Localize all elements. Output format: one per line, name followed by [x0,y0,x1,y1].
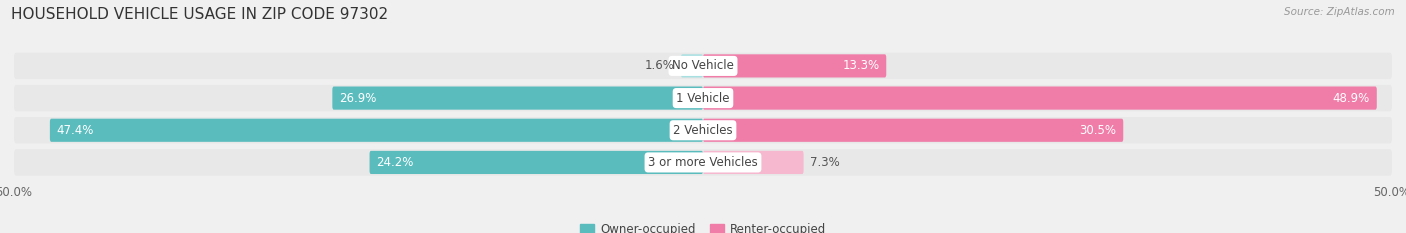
Text: 2 Vehicles: 2 Vehicles [673,124,733,137]
FancyBboxPatch shape [681,54,703,78]
FancyBboxPatch shape [14,53,1392,79]
FancyBboxPatch shape [14,117,1392,144]
FancyBboxPatch shape [49,119,703,142]
Legend: Owner-occupied, Renter-occupied: Owner-occupied, Renter-occupied [575,218,831,233]
Text: Source: ZipAtlas.com: Source: ZipAtlas.com [1284,7,1395,17]
Text: 13.3%: 13.3% [842,59,879,72]
Text: HOUSEHOLD VEHICLE USAGE IN ZIP CODE 97302: HOUSEHOLD VEHICLE USAGE IN ZIP CODE 9730… [11,7,388,22]
FancyBboxPatch shape [370,151,703,174]
FancyBboxPatch shape [14,149,1392,176]
FancyBboxPatch shape [14,85,1392,111]
Text: 30.5%: 30.5% [1080,124,1116,137]
Text: 24.2%: 24.2% [377,156,413,169]
Text: 1.6%: 1.6% [644,59,673,72]
FancyBboxPatch shape [703,54,886,78]
Text: 3 or more Vehicles: 3 or more Vehicles [648,156,758,169]
Text: No Vehicle: No Vehicle [672,59,734,72]
Text: 1 Vehicle: 1 Vehicle [676,92,730,105]
Text: 7.3%: 7.3% [810,156,841,169]
Text: 26.9%: 26.9% [339,92,377,105]
FancyBboxPatch shape [703,151,804,174]
FancyBboxPatch shape [703,119,1123,142]
FancyBboxPatch shape [332,86,703,110]
Text: 48.9%: 48.9% [1333,92,1369,105]
Text: 47.4%: 47.4% [56,124,94,137]
FancyBboxPatch shape [703,86,1376,110]
